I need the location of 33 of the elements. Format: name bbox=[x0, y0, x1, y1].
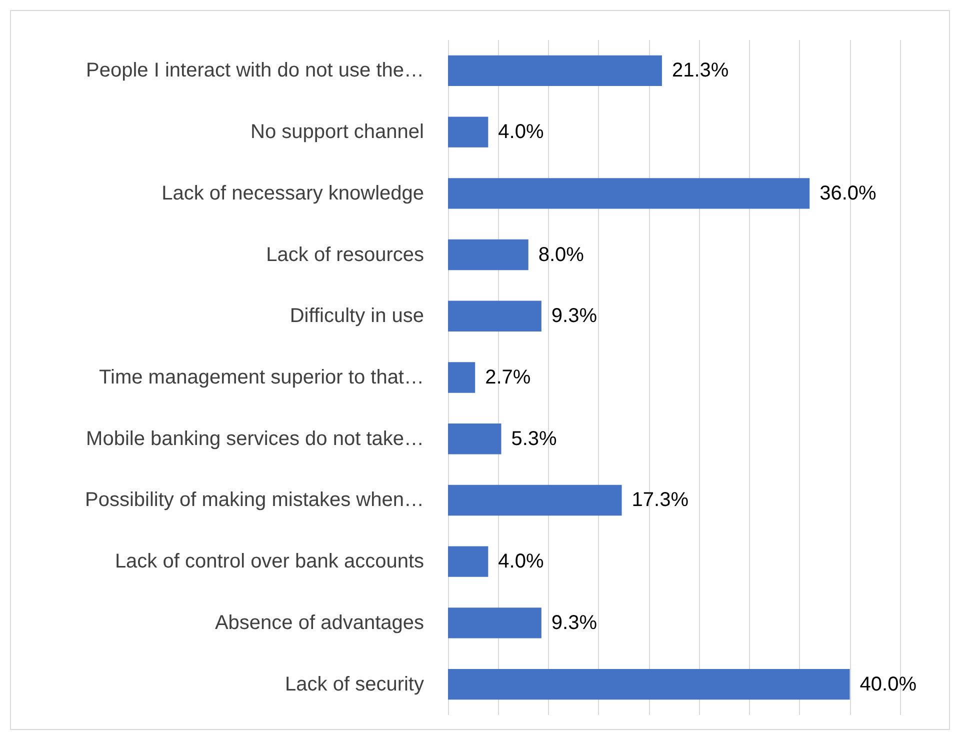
bar bbox=[448, 116, 488, 148]
bar bbox=[448, 668, 850, 700]
bar bbox=[448, 608, 542, 638]
data-label: 9.3% bbox=[551, 305, 598, 328]
y-tick-label: Lack of necessary knowledge bbox=[162, 182, 424, 204]
y-tick-label: Mobile banking services do not take… bbox=[86, 428, 424, 450]
y-tick-label: Lack of control over bank accounts bbox=[114, 550, 424, 573]
y-tick-label: Lack of security bbox=[285, 673, 424, 696]
y-tick-label: Lack of resources bbox=[266, 244, 424, 266]
y-tick-label: Absence of advantages bbox=[214, 612, 424, 634]
bar bbox=[448, 484, 622, 516]
bar bbox=[448, 546, 488, 577]
bar bbox=[448, 239, 528, 270]
bar bbox=[448, 55, 662, 86]
bar bbox=[448, 178, 810, 209]
y-tick-label: Time management superior to that… bbox=[99, 366, 424, 388]
bar bbox=[448, 424, 502, 454]
data-label: 21.3% bbox=[672, 60, 729, 82]
data-label: 17.3% bbox=[632, 489, 689, 512]
y-tick-label: People I interact with do not use the… bbox=[86, 60, 424, 82]
y-tick-label: Possibility of making mistakes when… bbox=[84, 489, 424, 512]
bar bbox=[448, 362, 476, 393]
data-label: 40.0% bbox=[860, 673, 917, 696]
data-label: 2.7% bbox=[485, 366, 531, 388]
data-label: 8.0% bbox=[538, 244, 584, 266]
bar bbox=[448, 300, 542, 332]
y-tick-label: No support channel bbox=[250, 121, 424, 144]
data-label: 4.0% bbox=[498, 121, 544, 144]
data-label: 9.3% bbox=[551, 612, 598, 634]
y-tick-label: Difficulty in use bbox=[290, 305, 424, 328]
data-label: 36.0% bbox=[820, 182, 877, 204]
data-label: 5.3% bbox=[511, 428, 558, 450]
data-label: 4.0% bbox=[498, 550, 544, 573]
